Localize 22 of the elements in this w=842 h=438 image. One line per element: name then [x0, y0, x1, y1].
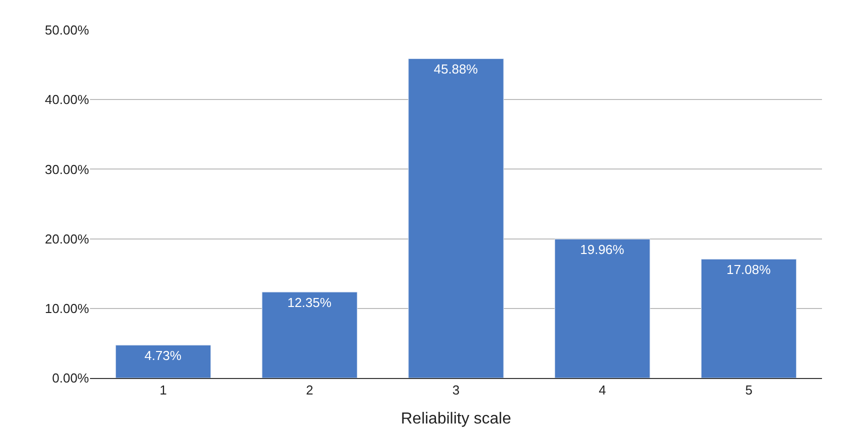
x-tick-label: 5 — [745, 382, 752, 398]
data-label: 45.88% — [434, 62, 478, 77]
y-tick-label: 30.00% — [44, 162, 90, 177]
x-tick-label: 3 — [452, 382, 460, 398]
y-tick-label: 40.00% — [44, 92, 90, 108]
bar — [700, 258, 797, 378]
bar — [408, 58, 504, 378]
data-label: 17.08% — [726, 262, 772, 278]
x-tick-label: 1 — [160, 382, 167, 398]
y-tick-label: 20.00% — [44, 231, 90, 246]
x-tick-label: 2 — [306, 382, 314, 398]
y-tick-label: 50.00% — [44, 22, 90, 38]
y-tick-label: 0.00% — [52, 370, 90, 386]
bar — [262, 292, 358, 378]
bar — [115, 344, 212, 378]
data-label: 4.73% — [144, 348, 182, 364]
x-axis-title: Reliability scale — [400, 410, 512, 428]
data-label: 12.35% — [287, 295, 332, 310]
bar — [554, 238, 650, 378]
x-tick-label: 4 — [598, 382, 606, 398]
y-tick-label: 10.00% — [44, 300, 90, 316]
data-label: 19.96% — [580, 242, 625, 258]
